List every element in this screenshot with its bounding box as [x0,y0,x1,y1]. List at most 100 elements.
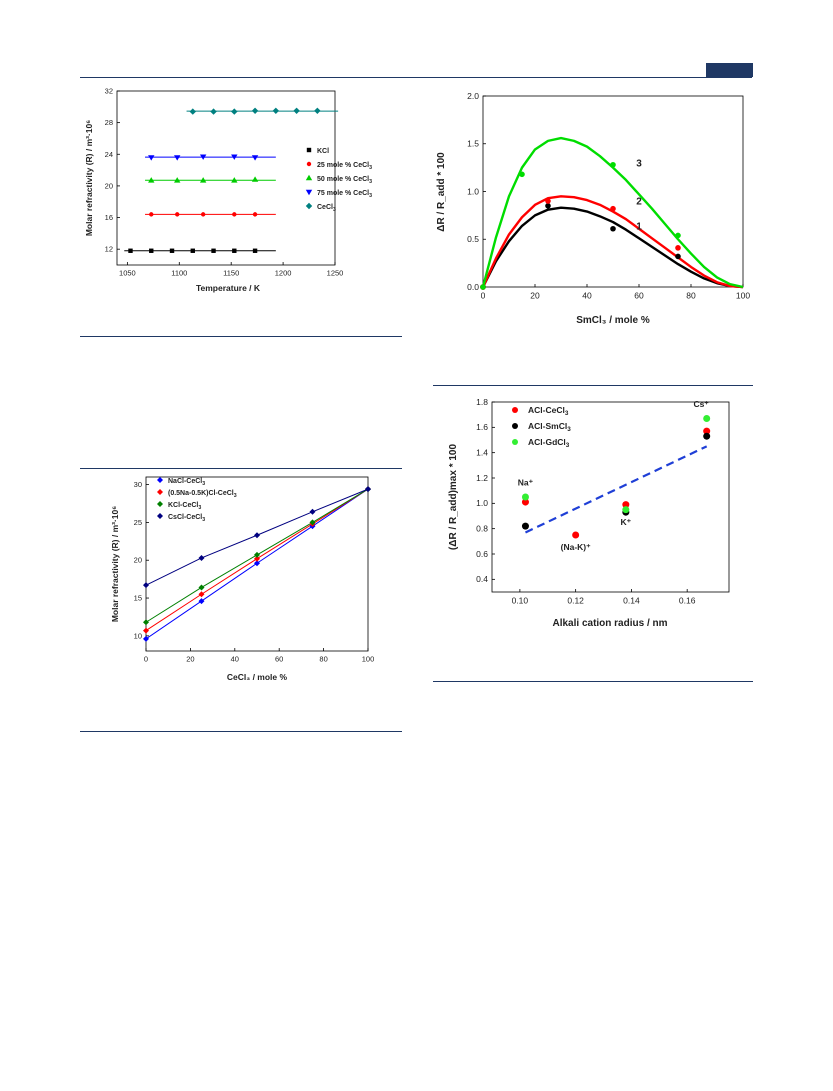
data-point [143,635,149,642]
y-tick-label: 0.4 [476,574,488,584]
legend-label: NaCl-CeCl3 [168,478,205,487]
cation-label: Na⁺ [518,478,534,488]
y-tick-label: 25 [134,518,142,527]
axis-ticks-c: 0 20 40 60 80 100 0.0 0.5 1.0 1.5 2.0 [467,91,750,301]
y-tick-label: 1.6 [476,422,488,432]
x-tick-label: 0.16 [679,596,696,606]
y-tick-label: 1.8 [476,397,488,407]
data-point [314,107,321,114]
y-tick-label: 28 [105,118,113,127]
data-point [199,177,207,183]
figure2-rule-bottom [80,731,402,732]
data-point [199,154,207,160]
data-point [174,177,181,183]
cation-label: Cs⁺ [693,399,709,409]
data-point [190,248,195,253]
data-point [157,489,163,495]
x-axis-title-a: Temperature / K [196,283,261,293]
cation-label: K⁺ [621,517,632,527]
data-point [512,423,518,429]
data-point [365,486,371,493]
data-point [305,174,313,181]
curve-labels-c: 1 2 3 [636,158,642,232]
data-point [252,212,258,217]
series-lines-c [481,136,744,289]
curve-number-label: 1 [636,222,642,233]
data-point [143,619,149,626]
legend-label: ACl-SmCl3 [528,421,571,433]
data-point [545,198,551,204]
data-point [622,506,630,514]
data-point [198,598,205,605]
legend-label: KCl-CeCl3 [168,502,201,511]
legend-label: (0.5Na-0.5K)Cl-CeCl3 [168,490,237,499]
series-line [481,206,744,289]
data-point [480,284,486,290]
x-tick-label: 1200 [275,269,292,278]
data-point [157,501,163,507]
y-tick-label: 16 [105,213,113,222]
data-point [309,519,316,526]
plot-area-d: 0.10 0.12 0.14 0.16 0.4 0.6 0.8 1.0 1.2 1.4 1.6 1.8… [476,397,730,606]
y-tick-label: 1.0 [467,186,479,196]
x-tick-label: 60 [275,655,283,664]
x-tick-label: 0.12 [567,596,584,606]
y-axis-title-b: Molar refractivity (R) / m³·10⁶ [110,506,120,622]
chart-refractivity-vs-temperature: 1050 1100 1150 1200 1250 12 16 20 24 28 32 KCl 25 m… [84,87,372,294]
series-points-a [128,107,321,253]
legend-label: ACl-CeCl3 [528,405,569,417]
data-point [675,232,681,239]
data-point [703,427,711,435]
y-tick-label: 0.0 [467,282,479,292]
chart-max-deviation-vs-radius: 0.10 0.12 0.14 0.16 0.4 0.6 0.8 1.0 1.2 1.4 1.6 1.8… [448,397,730,629]
y-tick-label: 30 [134,480,142,489]
curve-number-label: 2 [636,197,642,208]
series-line [481,136,744,289]
data-point [232,212,237,217]
cation-annotations-d: Na⁺ (Na-K)⁺ K⁺ Cs⁺ [518,399,710,552]
data-point [189,108,196,115]
x-tick-label: 1100 [171,269,187,278]
data-point [675,245,681,251]
legend-label: KCl [317,148,329,155]
data-point [157,477,163,483]
x-tick-label: 1150 [223,269,239,278]
data-point [232,248,237,253]
axis-ticks-b: 0 20 40 60 80 100 10 15 20 25 30 [134,480,375,663]
data-point [157,513,163,519]
legend-label: ACl-GdCl3 [528,437,570,449]
data-point [174,155,181,161]
data-point [610,161,616,168]
data-point [251,107,259,114]
y-tick-label: 1.2 [476,473,488,483]
series-points-d [521,414,711,539]
figure1-rule-bottom [80,336,402,337]
data-point [306,147,312,153]
axes-frame-a [116,90,336,266]
x-tick-label: 100 [736,291,750,301]
data-point [128,248,133,253]
trend-line [524,445,708,534]
axes-frame-c [482,95,744,288]
data-point [198,591,205,598]
axes-frame-d [491,401,730,593]
y-tick-label: 1.5 [467,139,479,149]
data-point [293,107,300,114]
y-tick-label: 20 [105,181,113,190]
plot-area-b: 0 20 40 60 80 100 10 15 20 25 30 [134,476,375,664]
data-point [143,627,149,634]
x-tick-label: 1250 [327,269,344,278]
data-point [675,253,681,260]
data-point [545,203,551,209]
legend-b: NaCl-CeCl3 (0.5Na-0.5K)Cl-CeCl3 KCl-CeCl3 C… [157,477,237,523]
series-points-c [480,161,681,290]
data-point [272,107,280,114]
axis-ticks-d: 0.10 0.12 0.14 0.16 0.4 0.6 0.8 1.0 1.2 1.4 1.6 1.8 [476,397,696,606]
data-point [703,432,711,440]
data-point [254,560,260,567]
x-tick-label: 0.10 [512,596,529,606]
series-points-b [143,486,371,642]
data-point [200,212,206,217]
trend-line-d [524,445,708,534]
x-tick-label: 20 [186,655,194,664]
